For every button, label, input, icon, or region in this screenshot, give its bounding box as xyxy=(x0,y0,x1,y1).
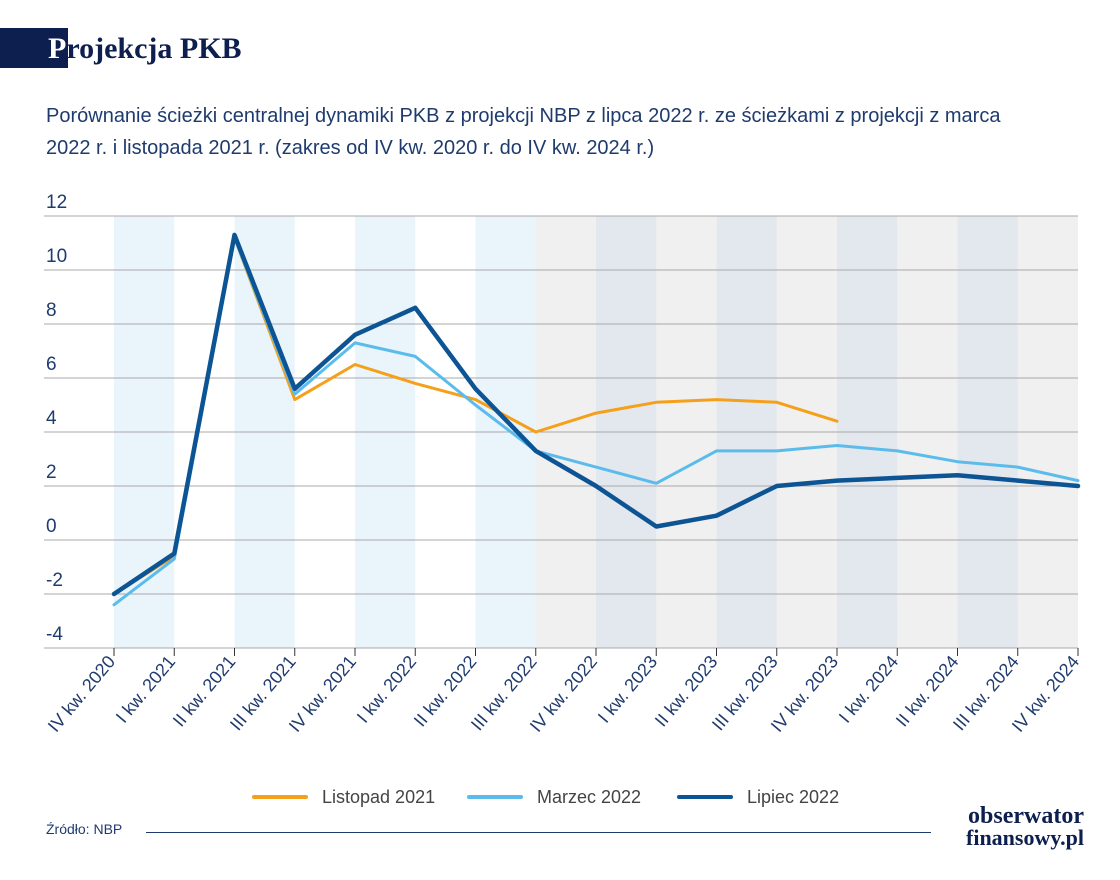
series-lines xyxy=(111,232,1081,607)
legend-swatch-marzec-2022 xyxy=(467,795,523,799)
grid-lines xyxy=(44,215,1078,649)
y-tick-label: 2 xyxy=(46,462,57,483)
legend-swatch-lipiec-2022 xyxy=(677,795,733,799)
logo-line-2: finansowy.pl xyxy=(966,825,1084,850)
y-tick-label: 10 xyxy=(46,246,67,267)
chart-subtitle: Porównanie ścieżki centralnej dynamiki P… xyxy=(46,105,1001,159)
y-tick-label: 4 xyxy=(46,408,57,429)
logo-line-1: obserwator xyxy=(968,803,1084,829)
source-note: Źródło: NBP xyxy=(46,821,123,837)
title-first-letter: P xyxy=(48,32,67,65)
series-line-lipiec-2022 xyxy=(111,232,1081,597)
x-tick-label: I kw. 2023 xyxy=(594,652,661,727)
x-tick-label: I kw. 2022 xyxy=(353,652,420,727)
y-tick-label: 6 xyxy=(46,354,57,375)
x-tick-label: IV kw. 2020 xyxy=(44,652,119,736)
legend-item-marzec-2022: Marzec 2022 xyxy=(467,782,641,812)
y-tick-label: -4 xyxy=(46,624,63,645)
legend-item-listopad-2021: Listopad 2021 xyxy=(252,782,435,812)
y-tick-label: 8 xyxy=(46,300,57,321)
legend-item-lipiec-2022: Lipiec 2022 xyxy=(677,782,839,812)
x-tick-label: I kw. 2021 xyxy=(112,652,179,727)
legend-label-listopad-2021: Listopad 2021 xyxy=(322,786,436,807)
chart-legend: Listopad 2021 Marzec 2022 Lipiec 2022 xyxy=(0,782,1120,812)
title-accent-bar xyxy=(0,28,68,68)
legend-swatch-listopad-2021 xyxy=(252,795,308,799)
y-axis-ticks: -4 -2 0 2 4 6 8 10 12 xyxy=(46,192,67,645)
page-title: Projekcja PKB xyxy=(48,30,242,68)
y-tick-label: 0 xyxy=(46,516,57,537)
y-tick-label: -2 xyxy=(46,570,63,591)
legend-label-marzec-2022: Marzec 2022 xyxy=(537,786,642,807)
publisher-logo: obserwator finansowy.pl xyxy=(944,803,1084,850)
y-tick-label: 12 xyxy=(46,192,67,213)
source-divider xyxy=(146,832,931,833)
legend-label-lipiec-2022: Lipiec 2022 xyxy=(747,786,840,807)
title-rest: rojekcja PKB xyxy=(66,32,242,65)
x-tick-label: I kw. 2024 xyxy=(835,652,902,727)
